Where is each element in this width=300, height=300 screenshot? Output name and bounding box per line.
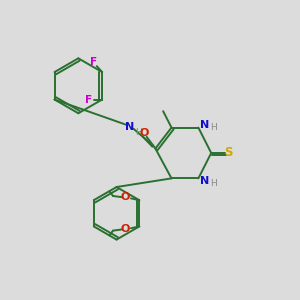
Text: O: O <box>121 192 130 202</box>
Text: H: H <box>210 123 217 132</box>
Text: N: N <box>200 176 209 186</box>
Text: F: F <box>85 94 92 104</box>
Text: N: N <box>125 122 134 132</box>
Text: H: H <box>210 179 217 188</box>
Text: H: H <box>135 128 142 136</box>
Text: O: O <box>121 224 130 234</box>
Text: N: N <box>200 120 209 130</box>
Text: O: O <box>139 128 149 138</box>
Text: F: F <box>90 57 97 67</box>
Text: S: S <box>224 146 233 160</box>
